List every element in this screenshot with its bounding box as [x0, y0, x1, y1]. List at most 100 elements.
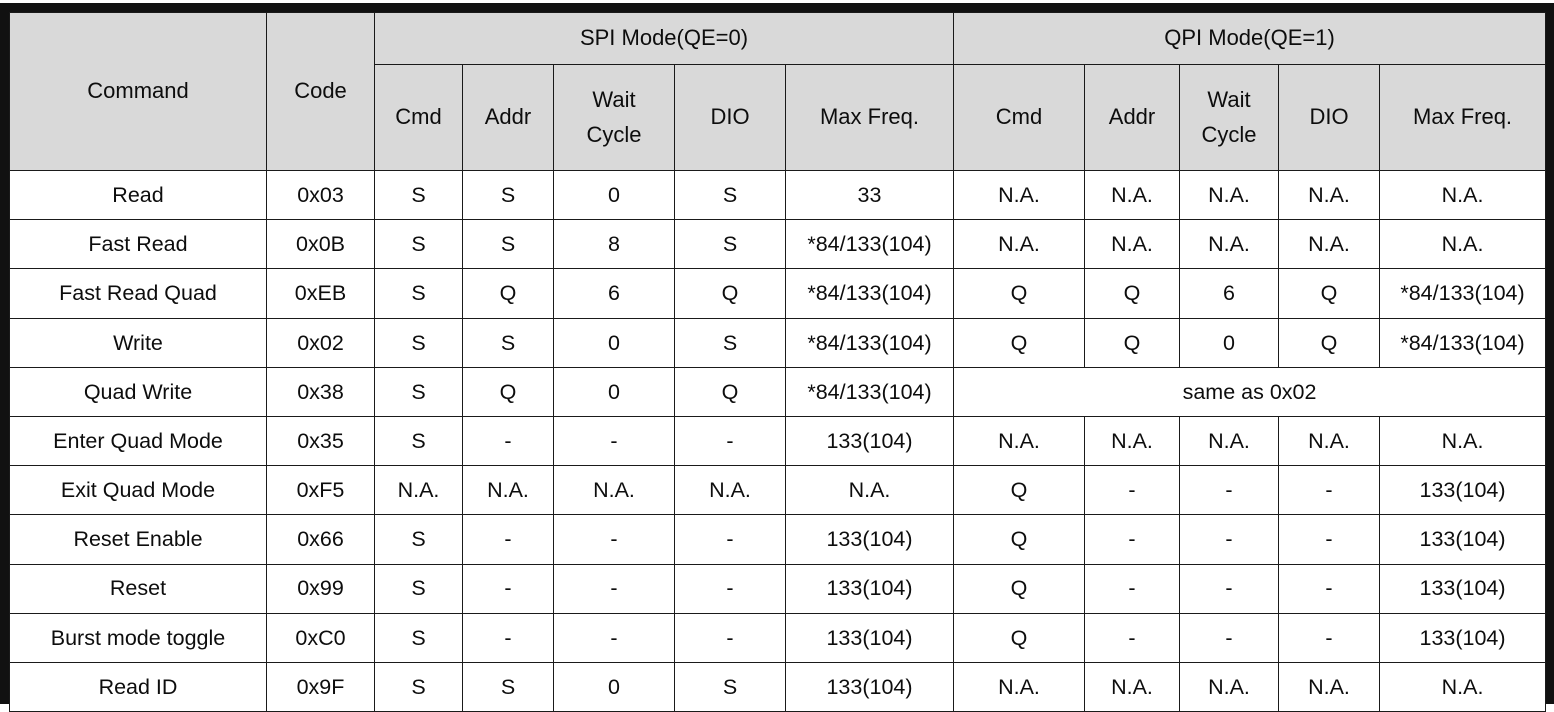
cell-spi-wait: N.A.: [553, 465, 675, 516]
cell-qpi-dio: -: [1278, 514, 1381, 565]
cell-command-code: 0xEB: [266, 268, 375, 319]
header-qpi-wait-line2: Cycle: [1201, 121, 1257, 147]
cell-spi-cmd: S: [374, 219, 463, 270]
header-group-spi: SPI Mode(QE=0): [373, 12, 955, 65]
cell-spi-cmd: S: [374, 366, 463, 417]
cell-qpi-dio: N.A.: [1278, 219, 1381, 270]
cell-spi-addr: -: [462, 612, 554, 663]
table-row: Read 0x03 S S 0 S 33 N.A. N.A. N.A. N.A. N.A.: [9, 169, 1547, 221]
cell-command-code: 0x66: [266, 514, 375, 565]
cell-qpi-wait: -: [1179, 612, 1280, 663]
cell-qpi-wait: -: [1179, 465, 1280, 516]
cell-command-name: Exit Quad Mode: [9, 465, 267, 516]
cell-qpi-dio: -: [1278, 465, 1381, 516]
cell-qpi-addr: -: [1084, 563, 1181, 614]
cell-qpi-max-freq: 133(104): [1379, 612, 1547, 663]
cell-command-name: Quad Write: [9, 366, 267, 417]
cell-qpi-wait: 6: [1179, 268, 1280, 319]
cell-qpi-addr: Q: [1084, 317, 1181, 368]
header-spi-wait-line1: Wait: [592, 87, 636, 113]
cell-spi-wait: 0: [553, 366, 675, 417]
cell-spi-max-freq: *84/133(104): [784, 268, 955, 319]
cell-spi-max-freq: 133(104): [784, 415, 955, 467]
cell-qpi-max-freq: 133(104): [1379, 514, 1547, 565]
cell-spi-addr: S: [462, 661, 554, 712]
cell-spi-addr: Q: [462, 268, 554, 319]
cell-command-name: Fast Read Quad: [9, 268, 267, 319]
cell-command-name: Write: [9, 317, 267, 368]
cell-command-code: 0x35: [266, 415, 375, 467]
table-row: Write 0x02 S S 0 S *84/133(104) Q Q 0 Q *84/133(104…: [9, 317, 1547, 368]
header-spi-max-freq: Max Freq.: [784, 64, 955, 171]
cell-spi-cmd: N.A.: [374, 465, 463, 516]
cell-spi-cmd: S: [374, 317, 463, 368]
cell-qpi-max-freq: 133(104): [1379, 563, 1547, 614]
table-row: Quad Write 0x38 S Q 0 Q *84/133(104) same as 0x…: [9, 366, 1547, 417]
cell-command-code: 0x02: [266, 317, 375, 368]
cell-qpi-cmd: Q: [953, 612, 1086, 663]
cell-spi-addr: -: [462, 563, 554, 614]
cell-spi-addr: S: [462, 317, 554, 368]
cell-spi-cmd: S: [374, 661, 463, 712]
cell-spi-max-freq: *84/133(104): [784, 219, 955, 270]
cell-qpi-cmd: N.A.: [953, 661, 1086, 712]
cell-spi-max-freq: *84/133(104): [784, 366, 955, 417]
cell-qpi-addr: N.A.: [1084, 661, 1181, 712]
header-command: Command: [9, 12, 267, 171]
cell-qpi-addr: -: [1084, 612, 1181, 663]
table-row: Reset 0x99 S - - -133(104) Q - - -133(104): [9, 563, 1547, 614]
cell-spi-cmd: S: [374, 563, 463, 614]
header-row-subcolumns: Cmd Addr Wait Cycle DIO Max Freq. Cmd Ad…: [10, 64, 1547, 171]
cell-spi-max-freq: 133(104): [784, 612, 955, 663]
cell-command-code: 0x38: [266, 366, 375, 417]
cell-qpi-dio: -: [1278, 612, 1381, 663]
cell-qpi-cmd: Q: [953, 268, 1086, 319]
cell-command-code: 0x99: [266, 563, 375, 614]
cell-spi-wait: 6: [553, 268, 675, 319]
cell-spi-addr: -: [462, 514, 554, 565]
header-row-groups: Command Code SPI Mode(QE=0) QPI Mode(QE=…: [9, 12, 1547, 171]
cell-qpi-dio: Q: [1278, 317, 1381, 368]
cell-qpi-wait: N.A.: [1179, 415, 1280, 467]
cell-command-name: Burst mode toggle: [9, 612, 267, 663]
cell-spi-dio: Q: [674, 366, 786, 417]
header-spi-cmd: Cmd: [374, 64, 463, 171]
cell-spi-wait: -: [553, 563, 675, 614]
header-spi-wait-line2: Cycle: [586, 121, 642, 147]
table-outer-frame: Command Code SPI Mode(QE=0) QPI Mode(QE=…: [0, 3, 1554, 712]
cell-spi-dio: S: [674, 219, 786, 270]
cell-qpi-addr: N.A.: [1084, 169, 1181, 221]
table-row: Enter Quad Mode 0x35 S - - -133(104) N.A. N.A. N…: [9, 415, 1547, 467]
cell-spi-max-freq: 33: [784, 169, 955, 221]
cell-spi-dio: N.A.: [674, 465, 786, 516]
header-qpi-cmd: Cmd: [953, 64, 1086, 171]
cell-command-name: Enter Quad Mode: [9, 415, 267, 467]
cell-command-code: 0x03: [266, 169, 375, 221]
cell-qpi-wait: -: [1179, 563, 1280, 614]
table-row: Read ID 0x9F S S 0 S 133(104) N.A. N.A. N.A. N.A. N…: [9, 661, 1547, 712]
cell-qpi-dio: N.A.: [1278, 661, 1381, 712]
cell-spi-addr: S: [462, 169, 554, 221]
table-row: Fast Read Quad 0xEB S Q 6 Q *84/133(104) Q Q 6 Q *8…: [9, 268, 1547, 319]
header-qpi-dio: DIO: [1278, 64, 1381, 171]
table-body: Read 0x03 S S 0 S 33 N.A. N.A. N.A. N.A. N.A. Fast R…: [9, 169, 1547, 712]
table-row: Exit Quad Mode 0xF5 N.A. N.A. N.A. N.A. N.A. Q -…: [9, 465, 1547, 516]
table-header: Command Code SPI Mode(QE=0) QPI Mode(QE=…: [9, 12, 1547, 171]
cell-qpi-dio: N.A.: [1278, 415, 1381, 467]
cell-command-name: Reset: [9, 563, 267, 614]
cell-spi-cmd: S: [374, 268, 463, 319]
header-qpi-addr: Addr: [1084, 64, 1181, 171]
table-row: Reset Enable 0x66 S - - -133(104) Q - - -133(104): [9, 514, 1547, 565]
cell-spi-dio: Q: [674, 268, 786, 319]
cell-qpi-wait: N.A.: [1179, 661, 1280, 712]
cell-spi-addr: Q: [462, 366, 554, 417]
cell-qpi-cmd: Q: [953, 563, 1086, 614]
cell-spi-cmd: S: [374, 169, 463, 221]
cell-qpi-max-freq: N.A.: [1379, 661, 1547, 712]
cell-qpi-addr: -: [1084, 514, 1181, 565]
cell-spi-cmd: S: [374, 514, 463, 565]
header-spi-wait-cycle: Wait Cycle: [553, 64, 675, 171]
cell-qpi-max-freq: N.A.: [1379, 415, 1547, 467]
header-qpi-wait-cycle: Wait Cycle: [1179, 64, 1280, 171]
